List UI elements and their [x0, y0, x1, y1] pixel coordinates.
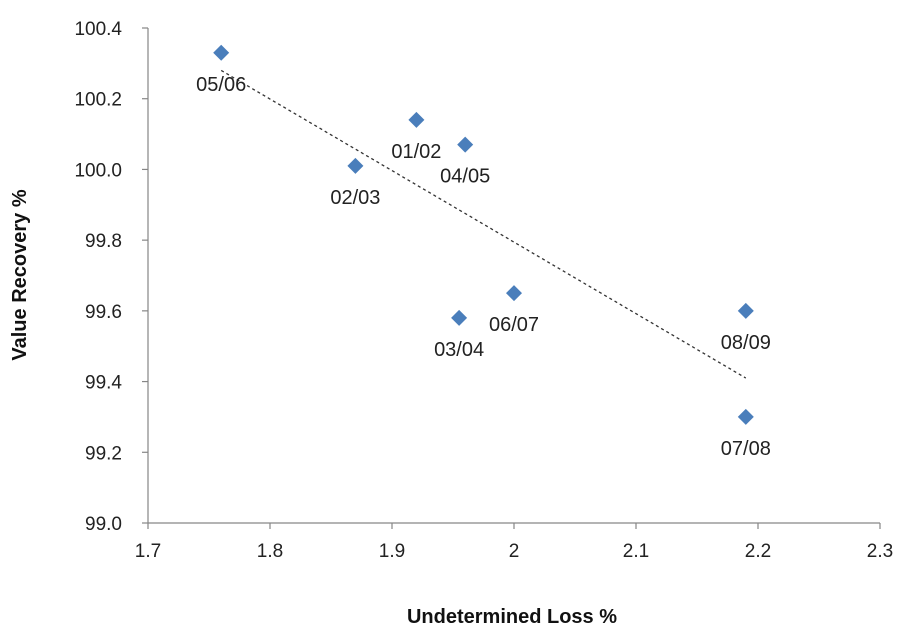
- data-point: [408, 111, 425, 128]
- x-axis-title: Undetermined Loss %: [407, 606, 617, 628]
- y-tick-label: 99.6: [85, 302, 122, 323]
- x-tick-label: 2.2: [745, 541, 771, 562]
- y-tick-label: 99.4: [85, 373, 122, 394]
- data-point-label: 06/07: [489, 314, 539, 336]
- x-tick-label: 2.3: [867, 541, 893, 562]
- data-point: [451, 309, 468, 326]
- y-axis-title: Value Recovery %: [9, 189, 31, 360]
- data-point-label: 08/09: [721, 332, 771, 354]
- x-tick-label: 1.9: [379, 541, 405, 562]
- data-point: [213, 44, 230, 61]
- y-tick-label: 100.0: [74, 160, 122, 181]
- y-tick-label: 100.2: [74, 90, 122, 111]
- y-tick-label: 99.2: [85, 443, 122, 464]
- data-point: [347, 157, 364, 174]
- x-tick-label: 1.8: [257, 541, 283, 562]
- data-points: [213, 44, 754, 425]
- y-tick-label: 99.8: [85, 231, 122, 252]
- trendline: [220, 69, 747, 379]
- data-point: [506, 285, 522, 302]
- data-point-label: 01/02: [391, 141, 441, 163]
- data-point-label: 02/03: [330, 187, 380, 209]
- y-axis-ticks: 99.0 99.2 99.4 99.6 99.8 100.0 100.2 100.4: [74, 19, 148, 535]
- data-point-label: 04/05: [440, 166, 490, 188]
- data-point-label: 05/06: [196, 74, 246, 96]
- x-tick-label: 2: [509, 541, 520, 562]
- x-tick-label: 2.1: [623, 541, 649, 562]
- data-point-label: 07/08: [721, 438, 771, 460]
- y-tick-label: 100.4: [74, 19, 122, 40]
- data-point-label: 03/04: [434, 339, 484, 361]
- data-point: [737, 408, 754, 425]
- x-tick-label: 1.7: [135, 541, 161, 562]
- data-point: [457, 136, 474, 153]
- y-tick-label: 99.0: [85, 514, 122, 535]
- data-point: [737, 302, 754, 319]
- x-axis-ticks: 1.7 1.8 1.9 2 2.1 2.2 2.3: [135, 523, 893, 562]
